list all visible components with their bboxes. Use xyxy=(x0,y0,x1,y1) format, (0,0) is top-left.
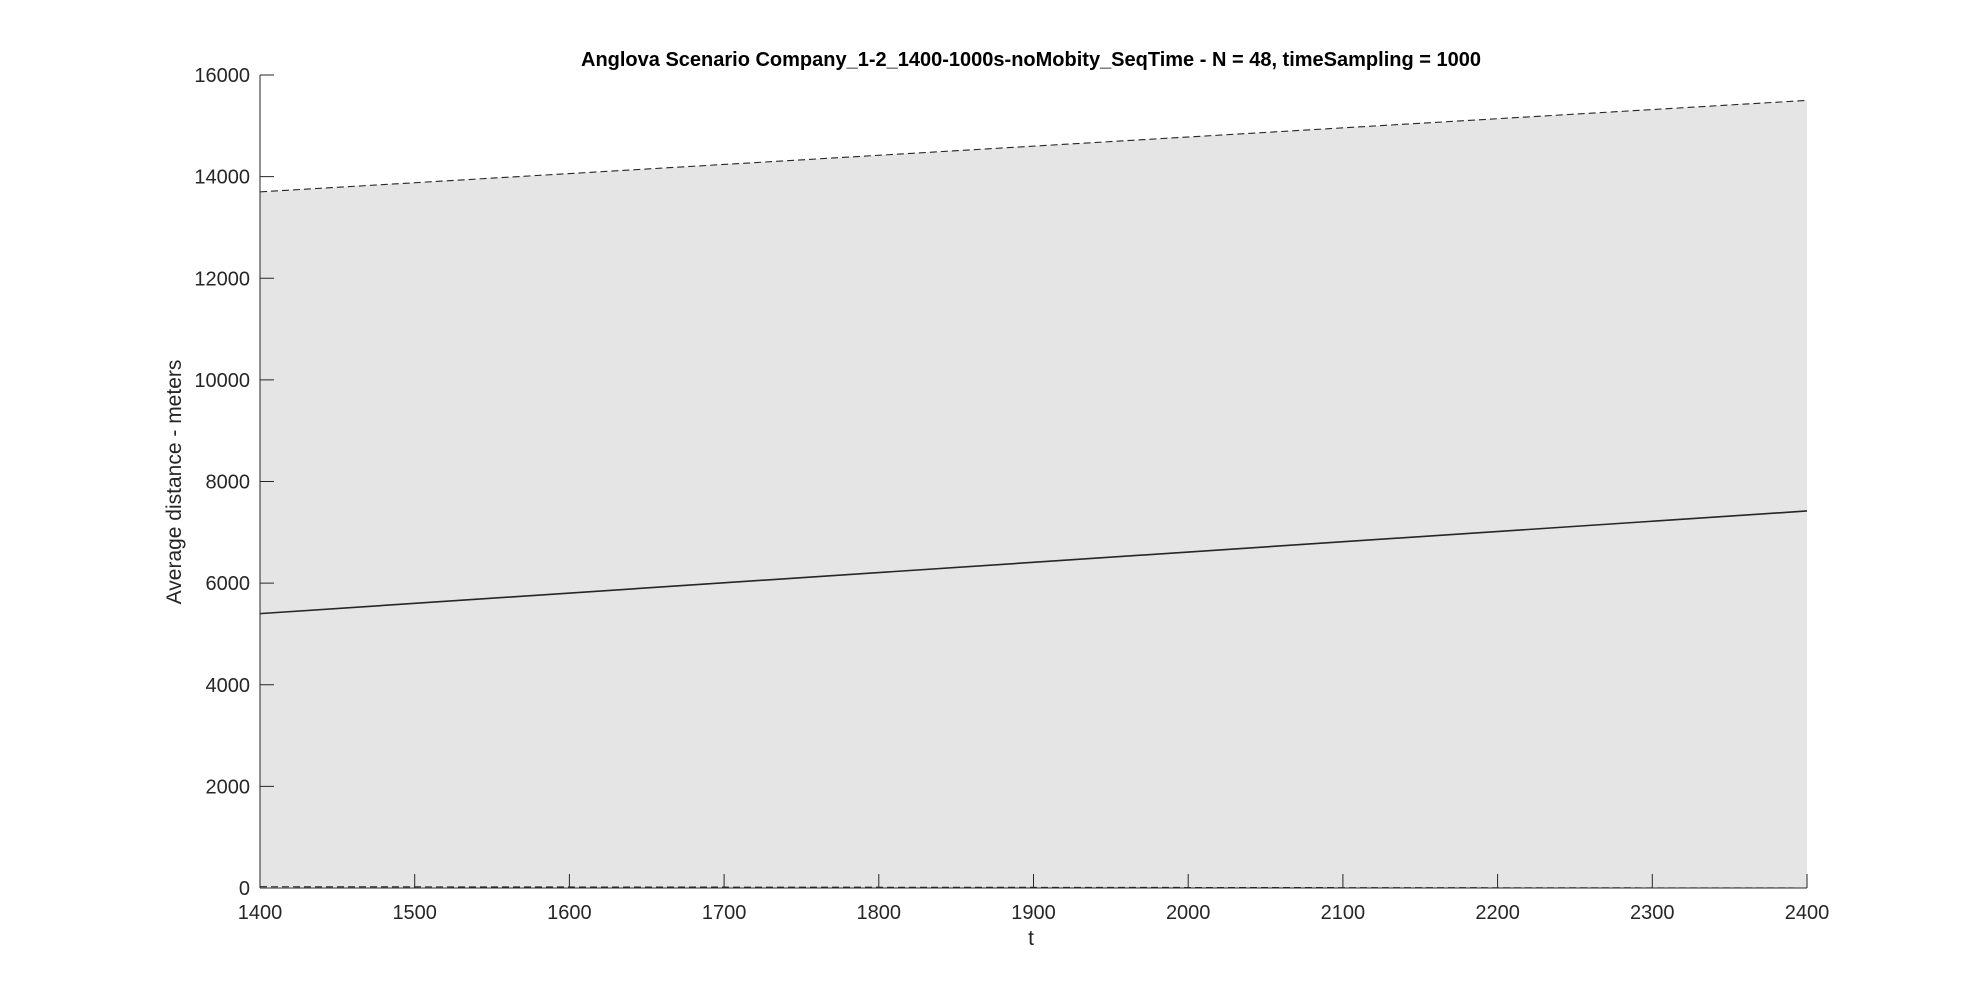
x-tick-label: 2200 xyxy=(1475,902,1520,924)
band-layer xyxy=(260,100,1807,888)
confidence-band xyxy=(260,100,1807,888)
y-tick-label: 14000 xyxy=(194,167,250,189)
ticks-layer: 1400 1500 1600 1700 1800 1900 2000 2100 2200 2300… xyxy=(194,65,1829,924)
y-tick-label: 0 xyxy=(239,878,250,900)
chart-title: Anglova Scenario Company_1-2_1400-1000s-… xyxy=(581,49,1481,71)
y-axis-label: Average distance - meters xyxy=(163,360,186,605)
x-tick-label: 2300 xyxy=(1630,902,1675,924)
y-tick-label: 2000 xyxy=(206,776,251,798)
x-tick-label: 1500 xyxy=(392,902,437,924)
x-tick-label: 1400 xyxy=(238,902,283,924)
x-tick-label: 1700 xyxy=(702,902,747,924)
y-tick-label: 12000 xyxy=(194,268,250,290)
x-tick-label: 1800 xyxy=(857,902,902,924)
y-tick-label: 10000 xyxy=(194,370,250,392)
x-tick-label: 2100 xyxy=(1321,902,1366,924)
y-tick-label: 4000 xyxy=(206,675,251,697)
mean-line xyxy=(259,510,1808,615)
upper-bound-line xyxy=(259,99,1808,193)
y-tick-label: 6000 xyxy=(206,573,251,595)
x-tick-label: 2000 xyxy=(1166,902,1211,924)
y-tick-label: 8000 xyxy=(206,472,251,494)
x-tick-label: 2400 xyxy=(1785,902,1830,924)
x-axis-label: t xyxy=(1028,927,1034,950)
x-tick-label: 1900 xyxy=(1011,902,1056,924)
y-tick-label: 16000 xyxy=(194,65,250,87)
x-tick-label: 1600 xyxy=(547,902,592,924)
